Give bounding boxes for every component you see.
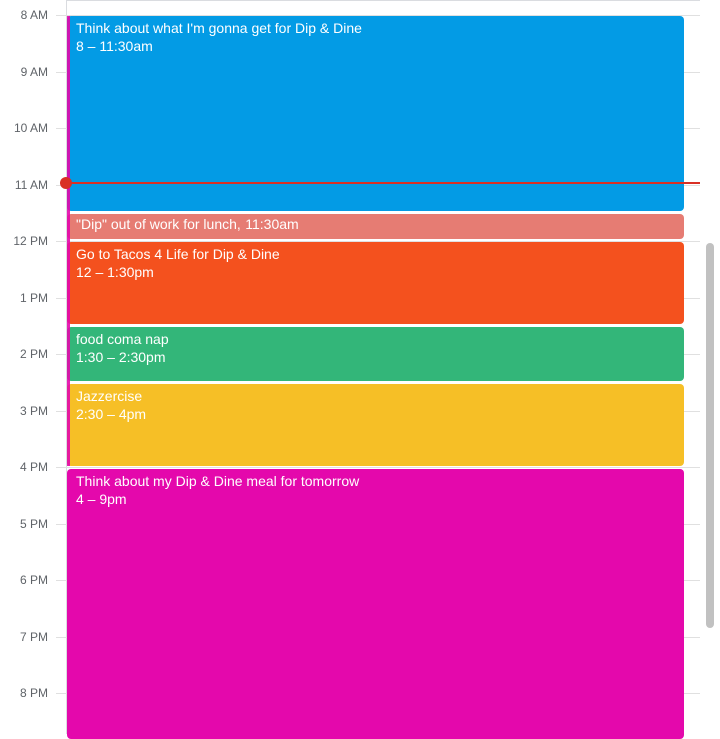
event-title: Think about my Dip & Dine meal for tomor… [76, 473, 360, 489]
event-time: 8 – 11:30am [76, 38, 153, 54]
time-label-6pm: 6 PM [19, 573, 48, 587]
event-time: 1:30 – 2:30pm [76, 349, 166, 365]
current-time-line [66, 182, 700, 184]
time-label-7pm: 7 PM [19, 630, 48, 644]
event-title: food coma nap [76, 331, 169, 347]
time-label-9am: 9 AM [20, 65, 48, 79]
event-time: 4 – 9pm [76, 491, 127, 507]
event-dip-out-of-work[interactable]: "Dip" out of work for lunch, 11:30am [67, 214, 684, 239]
current-time-dot [60, 177, 72, 189]
time-label-12pm: 12 PM [13, 234, 48, 248]
time-label-1pm: 1 PM [19, 291, 48, 305]
event-tacos-4-life[interactable]: Go to Tacos 4 Life for Dip & Dine 12 – 1… [67, 242, 684, 324]
event-title: "Dip" out of work for lunch, [76, 216, 241, 232]
event-accent-strip [67, 16, 70, 466]
time-label-10am: 10 AM [13, 121, 48, 135]
time-label-2pm: 2 PM [19, 347, 48, 361]
top-border [66, 0, 700, 1]
event-time: 12 – 1:30pm [76, 264, 154, 280]
event-dip-dine-tomorrow[interactable]: Think about my Dip & Dine meal for tomor… [67, 469, 684, 739]
event-jazzercise[interactable]: Jazzercise 2:30 – 4pm [67, 384, 684, 466]
event-dip-dine-planning[interactable]: Think about what I'm gonna get for Dip &… [67, 16, 684, 211]
hour-gridline [56, 241, 700, 242]
time-label-8pm: 8 PM [19, 686, 48, 700]
scrollbar[interactable] [706, 243, 714, 628]
time-label-5pm: 5 PM [19, 517, 48, 531]
time-label-3pm: 3 PM [19, 404, 48, 418]
event-title: Go to Tacos 4 Life for Dip & Dine [76, 246, 280, 262]
column-border [66, 0, 67, 734]
event-title: Jazzercise [76, 388, 143, 404]
time-label-11am: 11 AM [14, 178, 48, 192]
hour-gridline [56, 15, 700, 16]
time-label-8am: 8 AM [20, 8, 48, 22]
event-time: 2:30 – 4pm [76, 406, 147, 422]
event-title: Think about what I'm gonna get for Dip &… [76, 20, 362, 36]
hour-gridline [56, 467, 700, 468]
time-label-4pm: 4 PM [19, 460, 48, 474]
event-time: 11:30am [245, 216, 299, 232]
event-food-coma-nap[interactable]: food coma nap 1:30 – 2:30pm [67, 327, 684, 381]
